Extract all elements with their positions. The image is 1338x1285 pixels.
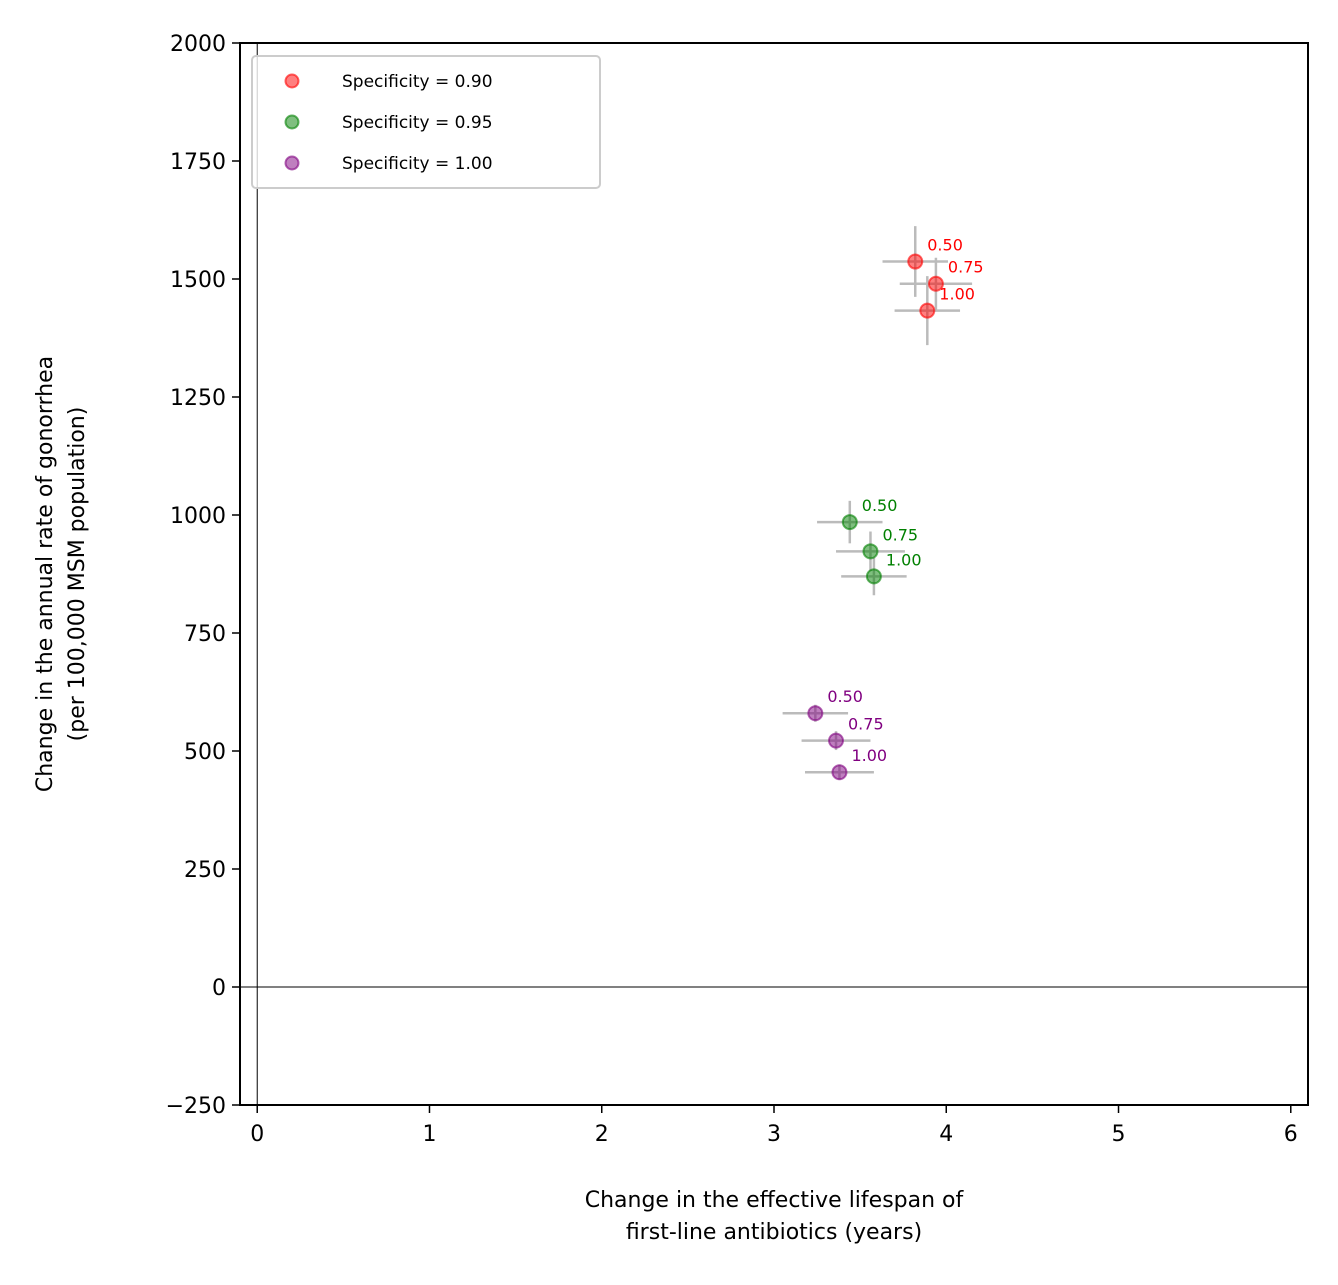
y-axis-label-line: (per 100,000 MSM population): [65, 407, 90, 742]
y-tick-label: 1750: [170, 150, 226, 175]
point-label: 1.00: [886, 550, 922, 569]
legend-box: [251, 55, 601, 189]
data-point: [841, 514, 858, 531]
y-axis-label: Change in the annual rate of gonorrhea (p…: [33, 356, 90, 792]
point-label: 0.75: [848, 715, 884, 734]
data-point: [807, 705, 824, 722]
legend-marker: [284, 155, 300, 171]
y-tick-label: 0: [212, 976, 226, 1001]
x-axis-label: Change in the effective lifespan of first…: [585, 1188, 965, 1245]
x-tick-label: 5: [1112, 1122, 1126, 1147]
y-axis-label-line: Change in the annual rate of gonorrhea: [33, 356, 58, 792]
y-tick-label: 500: [184, 740, 226, 765]
y-tick-label: 1000: [170, 504, 226, 529]
data-point: [865, 568, 882, 585]
legend-entry: Specificity = 0.95: [342, 113, 493, 133]
data-point: [919, 302, 936, 319]
point-label: 0.75: [882, 525, 918, 544]
x-tick-label: 0: [250, 1122, 264, 1147]
legend-marker: [284, 73, 300, 89]
point-label: 0.50: [827, 687, 863, 706]
legend-entry: Specificity = 0.90: [342, 72, 493, 92]
x-axis-label-line: Change in the effective lifespan of: [585, 1188, 965, 1213]
y-tick-label: 750: [184, 622, 226, 647]
legend-marker: [284, 114, 300, 130]
point-labels: 0.50 0.75 1.00 0.50 0.75 1.00 0.50 0.75 1.00: [827, 236, 983, 766]
legend-entry: Specificity = 1.00: [342, 154, 493, 174]
data-point: [831, 764, 848, 781]
x-tick-label: 4: [939, 1122, 953, 1147]
data-points: [807, 253, 944, 781]
data-point: [828, 732, 845, 749]
point-label: 0.50: [927, 236, 963, 255]
point-label: 1.00: [939, 285, 975, 304]
x-tick-label: 1: [422, 1122, 436, 1147]
y-tick-label: 2000: [170, 32, 226, 57]
x-tick-label: 6: [1284, 1122, 1298, 1147]
x-tick-label: 2: [595, 1122, 609, 1147]
y-tick-label: 1500: [170, 268, 226, 293]
plot-frame: [239, 42, 1309, 1106]
data-point: [862, 543, 879, 560]
x-axis-label-line: first-line antibiotics (years): [626, 1220, 922, 1245]
y-axis-ticks: −250 0 250 500 750 1000 1250 1500 1750 2000: [166, 32, 240, 1119]
data-point: [907, 253, 924, 270]
legend: Specificity = 0.90 Specificity = 0.95 Spec…: [251, 55, 601, 189]
y-tick-label: 1250: [170, 386, 226, 411]
x-tick-label: 3: [767, 1122, 781, 1147]
zero-lines: [240, 43, 1308, 1105]
x-axis-ticks: 0 1 2 3 4 5 6: [250, 1105, 1298, 1147]
point-label: 1.00: [851, 746, 887, 765]
y-tick-label: 250: [184, 858, 226, 883]
data-point: [927, 275, 944, 292]
y-tick-label: −250: [166, 1094, 226, 1119]
point-label: 0.75: [948, 258, 984, 277]
point-label: 0.50: [862, 496, 898, 515]
